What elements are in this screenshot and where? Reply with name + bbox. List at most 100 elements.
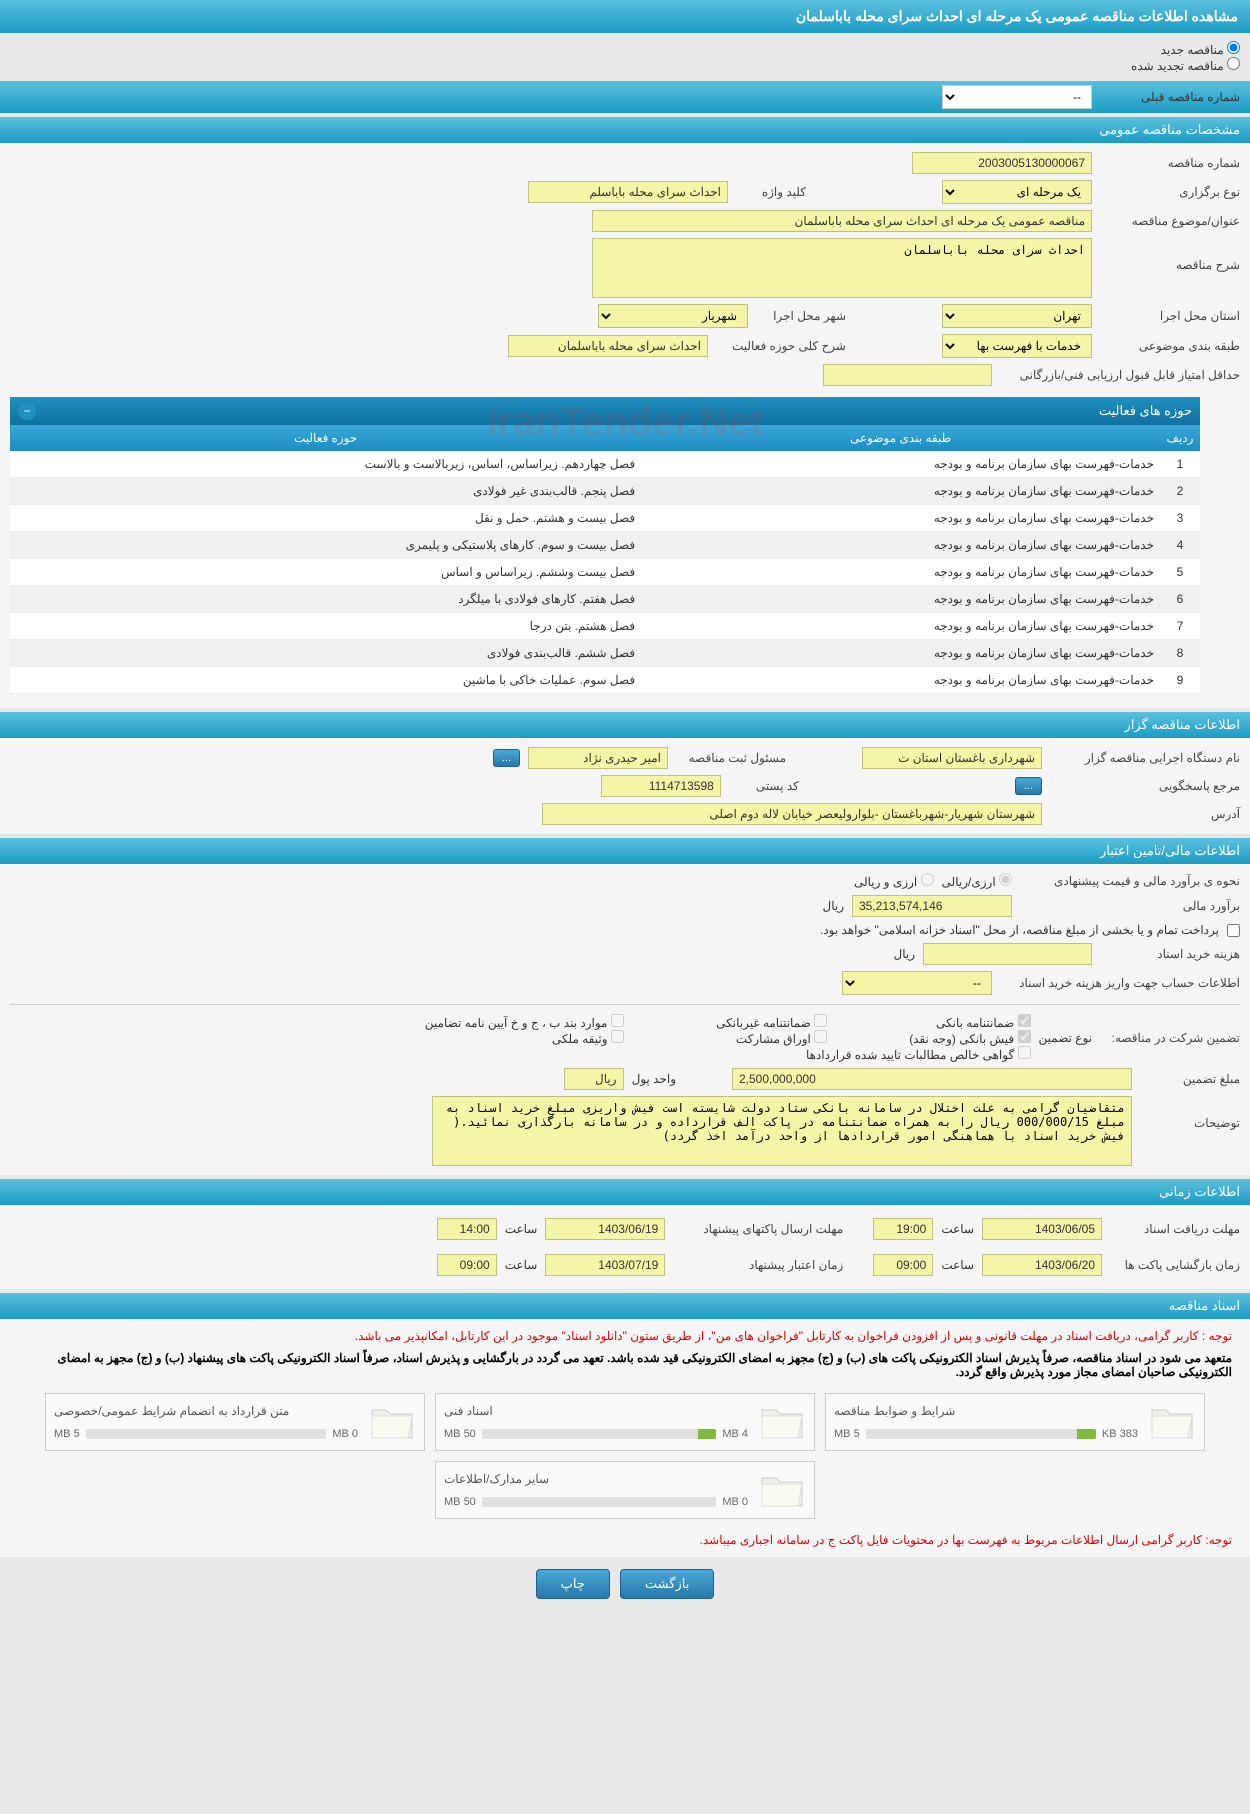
tender-no-label: شماره مناقصه <box>1100 156 1240 170</box>
attachment-box[interactable]: شرایط و ضوابط مناقصه 383 KB 5 MB <box>825 1393 1205 1451</box>
folder-icon <box>1148 1402 1196 1442</box>
g-nonbank[interactable]: ضمانتنامه غیربانکی <box>647 1014 827 1030</box>
open-time: 09:00 <box>873 1254 933 1276</box>
more-button[interactable]: ... <box>493 749 520 767</box>
progress-bar <box>482 1497 717 1507</box>
progress-bar <box>482 1429 717 1439</box>
used-size: 0 MB <box>332 1428 358 1440</box>
notes-label: توضیحات <box>1140 1096 1240 1130</box>
activity-desc-value: احداث سرای محله باباسلمان <box>508 335 708 357</box>
city-label: شهر محل اجرا <box>756 309 846 323</box>
payment-checkbox[interactable] <box>1227 924 1240 937</box>
g-bank[interactable]: ضمانتنامه بانکی <box>851 1014 1031 1030</box>
prev-tender-select[interactable]: -- <box>942 85 1092 109</box>
postal-value: 1114713598 <box>601 775 721 797</box>
account-info-label: اطلاعات حساب جهت واریز هزینه خرید اسناد <box>1000 976 1240 990</box>
min-score-input[interactable] <box>823 364 992 386</box>
responsible-value: امیر حیدری نژاد <box>528 747 668 769</box>
section-organizer-header: اطلاعات مناقصه گزار <box>0 712 1250 738</box>
folder-icon <box>758 1470 806 1510</box>
attachment-title: سایر مدارک/اطلاعات <box>444 1472 748 1486</box>
submit-time: 14:00 <box>437 1218 497 1240</box>
docs-notice-2: متعهد می شود در اسناد مناقصه، صرفاً پذیر… <box>10 1347 1240 1383</box>
method-opt1[interactable]: ارزی/ریالی <box>942 873 1012 889</box>
estimate-label: برآورد مالی <box>1020 899 1240 913</box>
back-button[interactable]: بازگشت <box>620 1569 714 1599</box>
contact-more-button[interactable]: ... <box>1015 777 1042 795</box>
attachment-box[interactable]: متن قرارداد به انضمام شرایط عمومی/خصوصی 0… <box>45 1393 425 1451</box>
table-row: 5خدمات-فهرست بهای سازمان برنامه و بودجهف… <box>10 559 1200 586</box>
table-row: 6خدمات-فهرست بهای سازمان برنامه و بودجهف… <box>10 586 1200 613</box>
prev-tender-label: شماره مناقصه قبلی <box>1100 90 1240 104</box>
total-size: 5 MB <box>834 1428 860 1440</box>
g-items[interactable]: موارد بند ب ، ج و خ آیین نامه تضامین <box>425 1014 624 1030</box>
method-opt2[interactable]: ارزی و ریالی <box>854 873 934 889</box>
docs-notice-1: توجه : کاربر گرامی، دریافت اسناد در مهلت… <box>10 1325 1240 1347</box>
progress-bar <box>86 1429 327 1439</box>
activity-table-title: حوزه های فعالیت <box>1099 403 1192 419</box>
activity-table: ردیفطبقه بندی موضوعیحوزه فعالیت 1خدمات-ف… <box>10 425 1200 694</box>
receive-time: 19:00 <box>873 1218 933 1240</box>
table-header: حوزه فعالیت <box>10 425 641 451</box>
category-select[interactable]: خدمات با فهرست بها <box>942 334 1092 358</box>
unit-value: ریال <box>564 1068 624 1090</box>
doc-fee-currency: ریال <box>893 947 915 961</box>
title-label: عنوان/موضوع مناقصه <box>1100 214 1240 228</box>
currency-label: ریال <box>822 899 844 913</box>
table-row: 3خدمات-فهرست بهای سازمان برنامه و بودجهف… <box>10 505 1200 532</box>
type-label: نوع برگزاری <box>1100 185 1240 199</box>
attachment-title: اسناد فنی <box>444 1404 748 1418</box>
g-bonds[interactable]: اوراق مشارکت <box>647 1030 827 1046</box>
validity-time: 09:00 <box>437 1254 497 1276</box>
guarantee-amount-label: مبلغ تضمین <box>1140 1072 1240 1086</box>
radio-new-tender[interactable]: مناقصه جدید <box>1161 43 1240 57</box>
total-size: 5 MB <box>54 1428 80 1440</box>
exec-value: شهرداری باغستان استان ت <box>862 747 1042 769</box>
print-button[interactable]: چاپ <box>536 1569 610 1599</box>
hour-label-3: ساعت <box>941 1258 974 1272</box>
attachment-box[interactable]: سایر مدارک/اطلاعات0 MB50 MB <box>435 1461 815 1519</box>
unit-label: واحد پول <box>632 1072 676 1086</box>
guarantee-label: تضمین شرکت در مناقصه: <box>1100 1031 1240 1045</box>
hour-label-1: ساعت <box>941 1222 974 1236</box>
exec-label: نام دستگاه اجرایی مناقصه گزار <box>1050 751 1240 765</box>
used-size: 383 KB <box>1102 1428 1138 1440</box>
province-label: استان محل اجرا <box>1100 309 1240 323</box>
docs-notice-3: توجه: کاربر گرامی ارسال اطلاعات مربوط به… <box>10 1529 1240 1551</box>
activity-desc-label: شرح کلی حوزه فعالیت <box>716 339 846 353</box>
table-row: 2خدمات-فهرست بهای سازمان برنامه و بودجهف… <box>10 478 1200 505</box>
doc-fee-label: هزینه خرید اسناد <box>1100 947 1240 961</box>
province-select[interactable]: تهران <box>942 304 1092 328</box>
guarantee-amount-value: 2,500,000,000 <box>732 1068 1132 1090</box>
section-general-header: مشخصات مناقصه عمومی <box>0 117 1250 143</box>
responsible-label: مسئول ثبت مناقصه <box>676 751 786 765</box>
attachment-title: شرایط و ضوابط مناقصه <box>834 1404 1138 1418</box>
category-label: طبقه بندی موضوعی <box>1100 339 1240 353</box>
section-financial-header: اطلاعات مالی/تامین اعتبار <box>0 838 1250 864</box>
estimate-value: 35,213,574,146 <box>852 895 1012 917</box>
g-cash[interactable]: فیش بانکی (وجه نقد) <box>851 1030 1031 1046</box>
table-header: طبقه بندی موضوعی <box>641 425 1160 451</box>
used-size: 0 MB <box>722 1496 748 1508</box>
postal-label: کد پستی <box>729 779 799 793</box>
keyword-label: کلید واژه <box>736 185 806 199</box>
tender-no-value: 2003005130000067 <box>912 152 1092 174</box>
g-property[interactable]: وثیقه ملکی <box>444 1030 624 1046</box>
table-header: ردیف <box>1160 425 1200 451</box>
doc-fee-input[interactable] <box>923 943 1092 965</box>
table-row: 8خدمات-فهرست بهای سازمان برنامه و بودجهف… <box>10 640 1200 667</box>
folder-icon <box>758 1402 806 1442</box>
address-label: آدرس <box>1050 807 1240 821</box>
account-select[interactable]: -- <box>842 971 992 995</box>
notes-textarea[interactable] <box>432 1096 1132 1166</box>
attachment-box[interactable]: اسناد فنی4 MB50 MB <box>435 1393 815 1451</box>
type-select[interactable]: یک مرحله ای <box>942 180 1092 204</box>
desc-textarea[interactable] <box>592 238 1092 298</box>
validity-label: زمان اعتبار پیشنهاد <box>673 1258 843 1272</box>
radio-renewed-tender[interactable]: مناقصه تجدید شده <box>1131 57 1240 73</box>
g-receivables[interactable]: گواهی خالص مطالبات تایید شده قراردادها <box>806 1046 1031 1062</box>
collapse-icon[interactable]: − <box>18 402 36 420</box>
city-select[interactable]: شهریار <box>598 304 748 328</box>
table-row: 4خدمات-فهرست بهای سازمان برنامه و بودجهف… <box>10 532 1200 559</box>
attachment-title: متن قرارداد به انضمام شرایط عمومی/خصوصی <box>54 1404 358 1418</box>
